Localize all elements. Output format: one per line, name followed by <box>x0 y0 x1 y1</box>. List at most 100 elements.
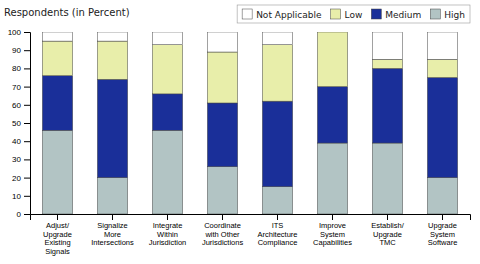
tick: 40 <box>12 137 30 146</box>
tick-mark <box>222 214 223 220</box>
tick: 50 <box>12 119 30 128</box>
tick-mark <box>57 214 58 220</box>
tick-label-line: Intersections <box>91 238 134 247</box>
legend-entry: High <box>430 9 465 20</box>
bar <box>427 78 457 178</box>
tick-mark <box>332 214 333 220</box>
series-2 <box>42 32 457 103</box>
tick: 80 <box>12 64 30 73</box>
tick: 70 <box>12 83 30 92</box>
tick-mark <box>24 32 30 33</box>
axis-line <box>24 33 31 215</box>
bar <box>317 87 347 143</box>
tick-label: 30 <box>12 155 21 164</box>
tick-label-line: Compliance <box>258 238 298 247</box>
tick: Coordinatewith OtherJurisdictions <box>202 214 244 247</box>
bar <box>207 32 237 52</box>
bar <box>152 45 182 94</box>
bar <box>262 32 292 45</box>
legend-frame <box>237 5 470 23</box>
axis-line <box>31 215 471 221</box>
tick-mark <box>442 214 443 220</box>
bar <box>317 32 347 87</box>
tick-label: 20 <box>12 174 21 183</box>
legend-entry: Not Applicable <box>242 9 322 20</box>
tick-label: Coordinatewith OtherJurisdictions <box>202 221 244 247</box>
x-axis: Adjust/UpgradeExistingSignalsSignalizeMo… <box>31 214 471 256</box>
bar <box>42 130 72 214</box>
tick-label: 90 <box>12 46 21 55</box>
bar <box>97 41 127 79</box>
tick-label-line: Software <box>428 238 458 247</box>
tick-label: ITSArchitectureCompliance <box>257 221 297 247</box>
tick-mark <box>24 141 30 142</box>
series-3 <box>42 32 457 59</box>
tick-mark <box>24 105 30 106</box>
tick-label: 0 <box>17 210 22 219</box>
tick-label: UpgradeSystemSoftware <box>428 221 458 247</box>
legend: Not Applicable Low Medium High <box>237 5 470 23</box>
bar <box>262 45 292 101</box>
bars <box>42 32 457 214</box>
bar <box>152 94 182 130</box>
tick-mark <box>277 214 278 220</box>
y-axis: 0 10 20 30 40 50 60 70 80 90 100 <box>8 28 31 219</box>
bar <box>152 32 182 45</box>
bar <box>372 143 402 214</box>
tick: 0 <box>17 210 30 219</box>
legend-swatch <box>371 9 381 19</box>
tick-mark <box>24 214 30 215</box>
tick-label-line: Jurisdiction <box>149 238 187 247</box>
legend-entry: Low <box>331 9 363 20</box>
tick: Establish/UpgradeTMC <box>371 214 404 247</box>
bar <box>42 41 72 76</box>
bar <box>207 167 237 214</box>
legend-label: Low <box>345 10 363 20</box>
tick-mark <box>112 214 113 220</box>
bar <box>262 187 292 214</box>
tick-label: 50 <box>12 119 21 128</box>
tick-label: SignalizeMoreIntersections <box>91 221 134 247</box>
tick-label: 60 <box>12 101 21 110</box>
chart: 0 10 20 30 40 50 60 70 80 90 100 Adjust/UpgradeExis… <box>0 0 480 264</box>
legend-swatch <box>331 9 341 19</box>
tick-mark <box>387 214 388 220</box>
bar <box>427 59 457 77</box>
tick-label: IntegrateWithinJurisdiction <box>149 221 187 247</box>
tick-label: 40 <box>12 137 21 146</box>
tick: 100 <box>8 28 30 37</box>
legend-entry: Medium <box>371 9 421 20</box>
bar <box>42 32 72 41</box>
tick: SignalizeMoreIntersections <box>91 214 134 247</box>
tick: 90 <box>12 46 30 55</box>
legend-label: High <box>444 10 465 20</box>
tick-mark <box>24 178 30 179</box>
tick: 30 <box>12 155 30 164</box>
tick: IntegrateWithinJurisdiction <box>149 214 187 247</box>
bar <box>152 130 182 214</box>
bar <box>97 79 127 177</box>
bar <box>372 68 402 143</box>
legend-label: Not Applicable <box>256 10 322 20</box>
tick-mark <box>167 214 168 220</box>
legend-swatch <box>242 9 252 19</box>
tick: ImproveSystemCapabilities <box>313 214 352 247</box>
bar <box>207 52 237 103</box>
y-axis-title: Respondents (in Percent) <box>4 7 130 18</box>
tick-label-line: Signals <box>45 247 70 256</box>
tick-mark <box>24 68 30 69</box>
tick-label-line: TMC <box>379 238 396 247</box>
tick-label-line: Jurisdictions <box>202 238 244 247</box>
tick: 10 <box>12 192 30 201</box>
tick-label: ImproveSystemCapabilities <box>313 221 352 247</box>
tick: UpgradeSystemSoftware <box>428 214 458 247</box>
bar <box>427 178 457 214</box>
tick-mark <box>24 123 30 124</box>
tick-mark <box>24 50 30 51</box>
bar <box>97 178 127 214</box>
tick-label: 10 <box>12 192 21 201</box>
tick-label: 80 <box>12 64 21 73</box>
bar <box>372 59 402 68</box>
legend-swatch <box>430 9 440 19</box>
series-1 <box>42 68 457 186</box>
